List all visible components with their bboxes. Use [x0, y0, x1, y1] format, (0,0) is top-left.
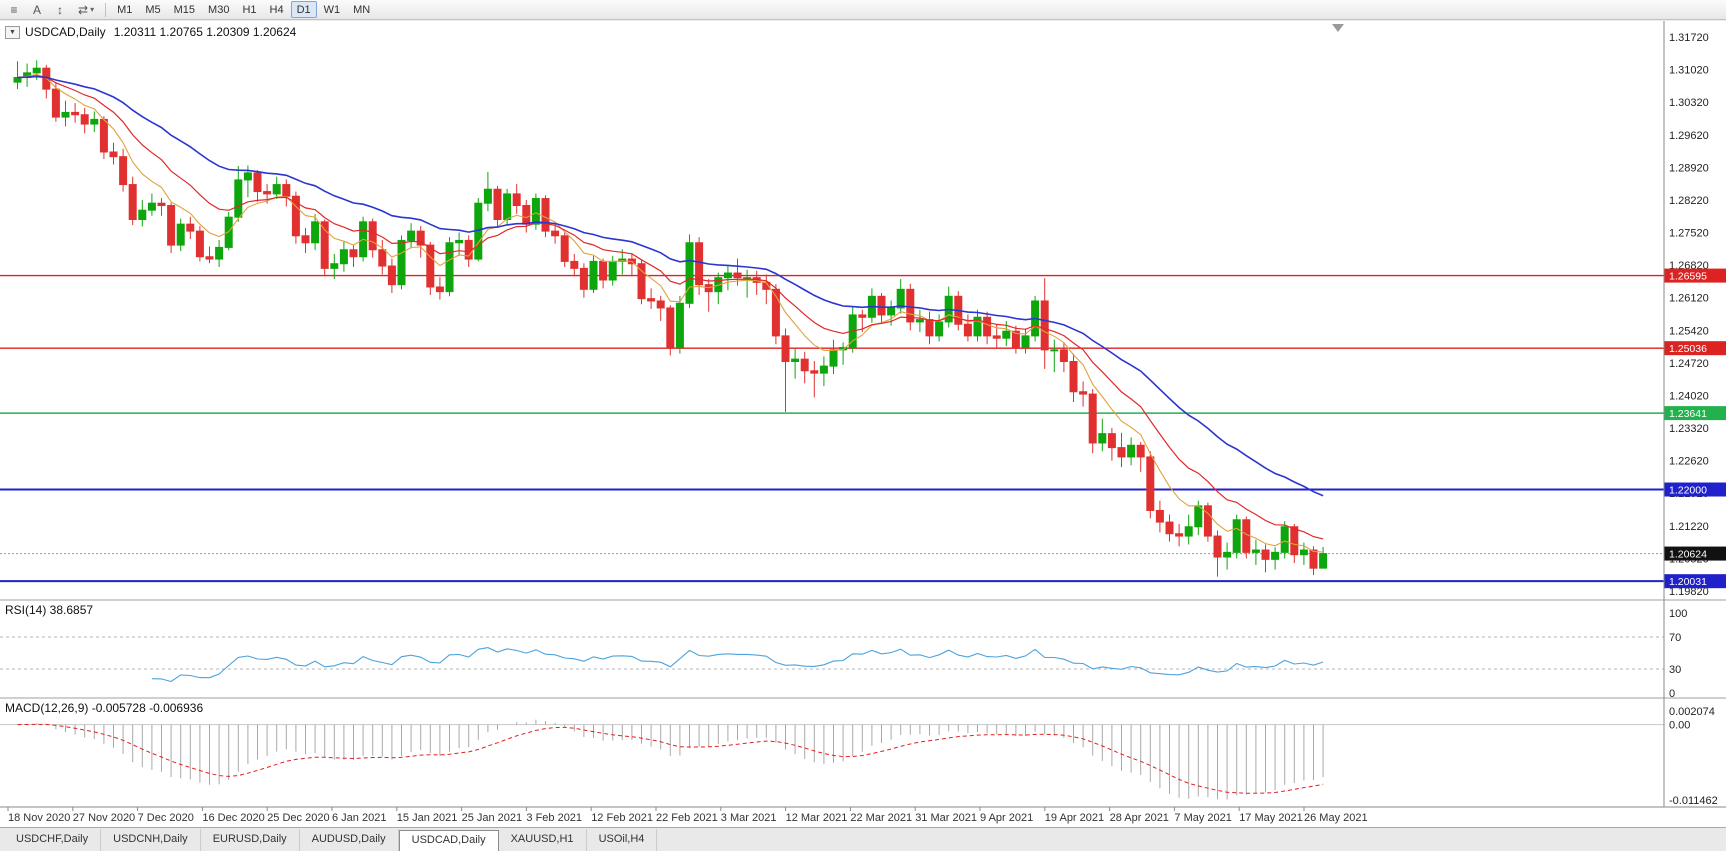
svg-text:9 Apr 2021: 9 Apr 2021 — [980, 812, 1033, 824]
timeframe-w1-button[interactable]: W1 — [323, 3, 341, 16]
toolbar: ≡ A ↕ ⇄ ▾ M1 M5 M15 M30 H1 H4 D1 W1 MN — [0, 0, 1726, 20]
svg-text:1.28920: 1.28920 — [1669, 162, 1709, 174]
svg-text:25 Dec 2020: 25 Dec 2020 — [267, 812, 329, 824]
svg-text:31 Mar 2021: 31 Mar 2021 — [915, 812, 977, 824]
svg-text:17 May 2021: 17 May 2021 — [1239, 812, 1303, 824]
chart-tab-eurusd[interactable]: EURUSD,Daily — [201, 829, 300, 851]
svg-text:22 Feb 2021: 22 Feb 2021 — [656, 812, 718, 824]
svg-text:70: 70 — [1669, 632, 1681, 644]
svg-text:3 Mar 2021: 3 Mar 2021 — [721, 812, 777, 824]
svg-text:1.20624: 1.20624 — [1669, 549, 1707, 561]
svg-text:0.00: 0.00 — [1669, 720, 1690, 732]
svg-text:0: 0 — [1669, 688, 1675, 700]
vertical-scale-icon[interactable]: ↕ — [57, 2, 63, 17]
svg-text:1.19820: 1.19820 — [1669, 586, 1709, 598]
svg-text:1.20031: 1.20031 — [1669, 576, 1707, 588]
rsi-indicator-label: RSI(14) 38.6857 — [5, 603, 94, 617]
svg-text:28 Apr 2021: 28 Apr 2021 — [1110, 812, 1169, 824]
chart-symbol-period: USDCAD,Daily — [25, 25, 106, 39]
svg-text:1.31720: 1.31720 — [1669, 32, 1709, 44]
svg-text:7 May 2021: 7 May 2021 — [1174, 812, 1231, 824]
svg-text:1.28220: 1.28220 — [1669, 195, 1709, 207]
svg-text:1.22000: 1.22000 — [1669, 485, 1707, 497]
chart-ohlc-values: 1.20311 1.20765 1.20309 1.20624 — [113, 25, 297, 39]
svg-text:0.002074: 0.002074 — [1669, 706, 1715, 718]
chart-canvas[interactable]: 1.31720 1.31020 1.30320 1.29620 1.28920 1.282… — [0, 21, 1726, 827]
svg-text:1.24020: 1.24020 — [1669, 390, 1709, 402]
svg-text:19 Apr 2021: 19 Apr 2021 — [1045, 812, 1104, 824]
svg-text:12 Feb 2021: 12 Feb 2021 — [591, 812, 653, 824]
svg-text:7 Dec 2020: 7 Dec 2020 — [138, 812, 194, 824]
symbol-menu-button[interactable]: ▼ — [5, 26, 20, 39]
timeframe-mn-button[interactable]: MN — [353, 3, 371, 16]
svg-text:1.26595: 1.26595 — [1669, 271, 1707, 283]
svg-text:22 Mar 2021: 22 Mar 2021 — [850, 812, 912, 824]
chart-window: 1.31720 1.31020 1.30320 1.29620 1.28920 1.282… — [0, 21, 1726, 827]
chart-tab-usdcad[interactable]: USDCAD,Daily — [398, 830, 499, 851]
timeframe-m1-button[interactable]: M1 — [117, 3, 133, 16]
svg-text:12 Mar 2021: 12 Mar 2021 — [786, 812, 848, 824]
svg-text:1.24720: 1.24720 — [1669, 358, 1709, 370]
timeframe-m15-button[interactable]: M15 — [173, 3, 196, 16]
svg-text:1.26120: 1.26120 — [1669, 293, 1709, 305]
chart-title: USDCAD,Daily 1.20311 1.20765 1.20309 1.20… — [25, 25, 296, 39]
macd-indicator-label: MACD(12,26,9) -0.005728 -0.006936 — [5, 701, 204, 715]
timeframe-h1-button[interactable]: H1 — [242, 3, 257, 16]
svg-text:27 Nov 2020: 27 Nov 2020 — [73, 812, 135, 824]
svg-text:1.27520: 1.27520 — [1669, 228, 1709, 240]
svg-text:25 Jan 2021: 25 Jan 2021 — [462, 812, 523, 824]
timeframe-h4-button[interactable]: H4 — [269, 3, 284, 16]
cursor-a-icon[interactable]: A — [32, 2, 41, 17]
svg-text:6 Jan 2021: 6 Jan 2021 — [332, 812, 386, 824]
svg-text:15 Jan 2021: 15 Jan 2021 — [397, 812, 458, 824]
timeframe-m5-button[interactable]: M5 — [145, 3, 161, 16]
svg-text:1.29620: 1.29620 — [1669, 130, 1709, 142]
svg-text:1.25420: 1.25420 — [1669, 325, 1709, 337]
svg-text:-0.011462: -0.011462 — [1669, 795, 1718, 807]
svg-text:1.22620: 1.22620 — [1669, 456, 1709, 468]
timeframe-m30-button[interactable]: M30 — [208, 3, 230, 16]
chart-tab-xauusd[interactable]: XAUUSD,H1 — [499, 829, 587, 851]
svg-text:16 Dec 2020: 16 Dec 2020 — [202, 812, 264, 824]
chart-tab-usdchf[interactable]: USDCHF,Daily — [4, 829, 102, 851]
svg-text:18 Nov 2020: 18 Nov 2020 — [8, 812, 70, 824]
svg-text:1.23641: 1.23641 — [1669, 408, 1707, 420]
svg-text:26 May 2021: 26 May 2021 — [1304, 812, 1368, 824]
svg-text:30: 30 — [1669, 664, 1681, 676]
svg-text:1.30320: 1.30320 — [1669, 97, 1709, 109]
chart-tab-usoil[interactable]: USOil,H4 — [587, 829, 658, 851]
chevron-down-icon: ▾ — [90, 5, 95, 14]
timeframe-d1-button[interactable]: D1 — [290, 1, 317, 18]
svg-text:3 Feb 2021: 3 Feb 2021 — [526, 812, 582, 824]
svg-text:1.23320: 1.23320 — [1669, 423, 1709, 435]
toolbar-separator — [105, 2, 107, 17]
chart-tab-usdcnh[interactable]: USDCNH,Daily — [101, 829, 201, 851]
svg-text:1.25036: 1.25036 — [1669, 343, 1707, 355]
chart-mode-icon[interactable]: ⇄ ▾ — [78, 2, 95, 17]
triangle-down-icon: ▼ — [9, 29, 16, 36]
svg-text:100: 100 — [1669, 608, 1687, 620]
svg-text:1.31020: 1.31020 — [1669, 65, 1709, 77]
chart-list-icon[interactable]: ≡ — [10, 2, 18, 17]
chart-tab-audusd[interactable]: AUDUSD,Daily — [300, 829, 399, 851]
chart-tab-bar: USDCHF,Daily USDCNH,Daily EURUSD,Daily AUDU… — [0, 827, 1726, 851]
svg-text:1.21220: 1.21220 — [1669, 521, 1709, 533]
